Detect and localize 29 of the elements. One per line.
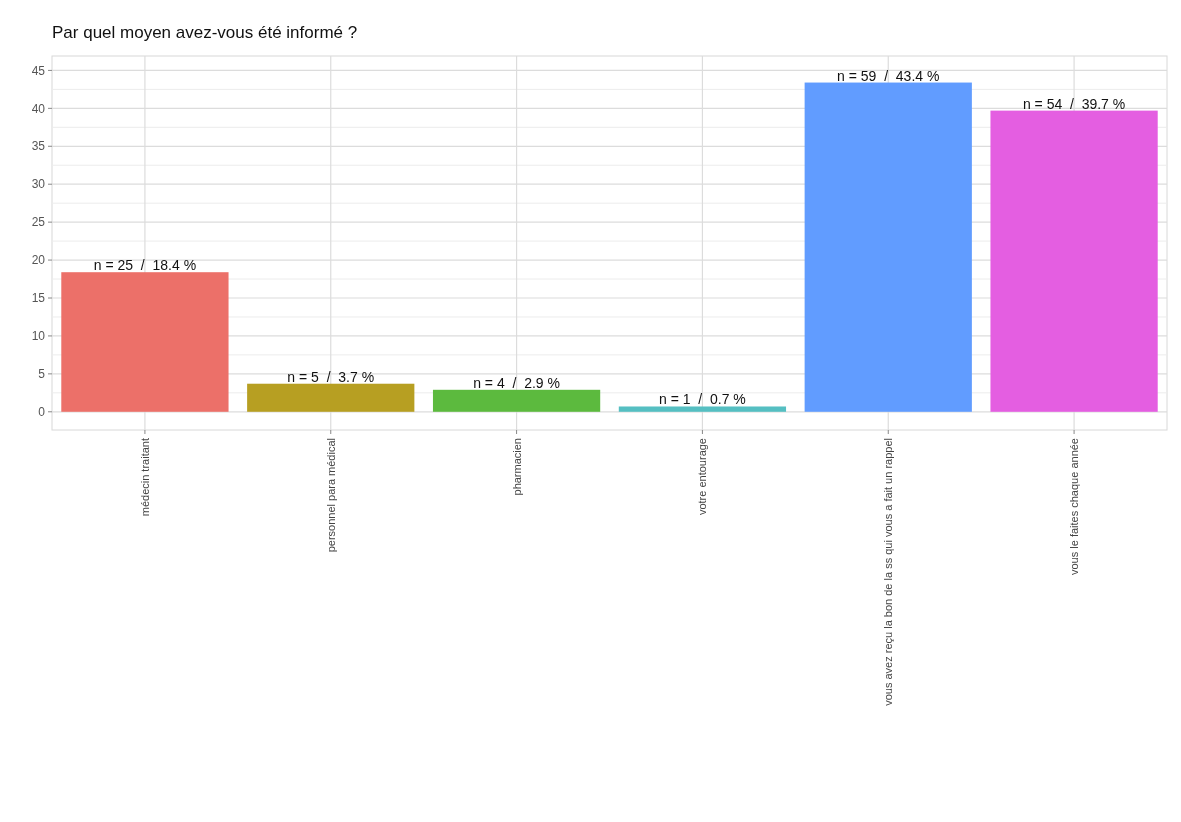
x-tick-label: médecin traitant [138,438,151,517]
y-tick-label: 0 [38,404,46,419]
x-tick-label: votre entourage [696,438,709,516]
bar [61,272,229,412]
data-label: n = 59 / 43.4 % [837,67,940,84]
y-tick-label: 30 [31,177,46,192]
bar [990,110,1158,412]
y-tick-label: 15 [31,291,46,306]
data-label: n = 5 / 3.7 % [287,368,375,385]
data-label: n = 4 / 2.9 % [473,374,560,391]
bar [618,406,787,412]
x-tick-label: vous avez reçu la bon de la ss qui vous a fait un rappel [882,438,895,706]
y-tick-label: 45 [31,63,46,78]
bar [247,383,415,412]
y-tick-label: 25 [31,215,46,230]
data-label: n = 54 / 39.7 % [1022,95,1126,112]
x-tick-label: pharmacien [510,438,523,496]
y-tick-label: 10 [31,329,46,344]
data-label: n = 25 / 18.4 % [93,257,197,274]
bar [804,82,972,412]
x-tick-label: personnel para médical [324,438,337,553]
data-label: n = 1 / 0.7 % [659,391,746,408]
bar [432,389,601,412]
chart-title: Par quel moyen avez-vous été informé ? [52,23,358,42]
y-tick-label: 35 [31,139,46,154]
y-tick-label: 20 [31,253,46,268]
y-tick-label: 40 [31,101,46,116]
x-tick-label: vous le faites chaque année [1068,438,1081,575]
y-tick-label: 5 [38,367,46,382]
